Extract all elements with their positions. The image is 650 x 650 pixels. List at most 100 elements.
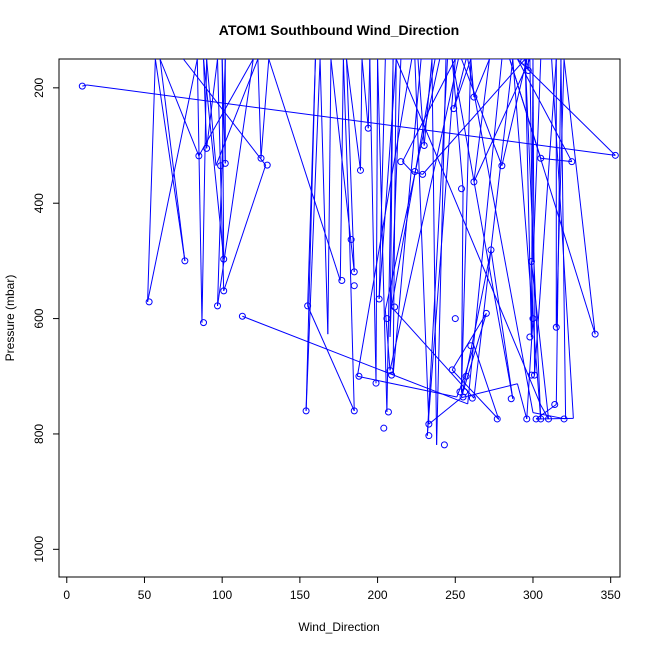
series-segment <box>422 59 526 175</box>
data-point <box>238 312 246 320</box>
data-point <box>350 407 358 415</box>
data-point <box>203 144 211 152</box>
y-tick-label: 800 <box>32 424 46 444</box>
series-segment <box>384 59 441 311</box>
data-point <box>467 342 475 350</box>
data-point <box>411 167 419 175</box>
series-segment <box>154 59 186 261</box>
data-point <box>425 420 433 428</box>
y-axis-label: Pressure (mbar) <box>3 275 17 362</box>
data-point <box>537 415 545 423</box>
series-segment <box>389 59 402 338</box>
data-point <box>448 366 456 374</box>
series-segment <box>509 59 596 335</box>
data-point <box>482 309 490 317</box>
x-tick-label: 200 <box>368 588 388 602</box>
data-point <box>524 67 532 75</box>
data-point <box>551 401 559 409</box>
series-segment <box>349 239 355 411</box>
data-point <box>527 257 535 265</box>
x-tick-label: 50 <box>138 588 152 602</box>
x-tick-label: 150 <box>290 588 310 602</box>
series-segment <box>378 59 397 299</box>
series-segment <box>377 59 388 413</box>
series-segment <box>82 84 88 87</box>
series-segment <box>242 315 468 405</box>
series-segment <box>517 59 616 156</box>
series-segment <box>345 59 361 171</box>
data-point <box>181 257 189 265</box>
series-segment <box>461 313 487 398</box>
data-point <box>420 142 428 150</box>
series-segment <box>530 261 550 420</box>
series-segment <box>356 59 413 377</box>
series-segment <box>327 59 332 335</box>
series-segment <box>451 59 514 399</box>
data-point <box>78 82 86 90</box>
data-point <box>220 287 228 295</box>
series-segment <box>431 59 438 445</box>
series-segment <box>532 59 536 376</box>
data-point <box>545 415 553 423</box>
data-point <box>451 315 459 323</box>
data-point <box>440 441 448 449</box>
data-point <box>347 236 355 244</box>
data-point <box>372 379 380 387</box>
data-point <box>507 395 515 403</box>
data-point <box>338 277 346 285</box>
y-tick-label: 600 <box>32 308 46 328</box>
data-point <box>356 166 364 174</box>
series-segment <box>389 59 459 371</box>
series-segment <box>147 59 198 302</box>
series-segment <box>342 59 351 240</box>
series-segment <box>423 59 433 146</box>
data-point <box>532 415 540 423</box>
series-segment <box>260 59 270 159</box>
series-segment <box>464 345 475 377</box>
y-tick-label: 200 <box>32 78 46 98</box>
data-point <box>487 246 495 254</box>
series-segment <box>392 59 397 376</box>
series-segment <box>395 59 542 406</box>
series-segment <box>551 59 574 419</box>
y-axis: 200 400 600 800 1000 <box>32 78 60 563</box>
series-segment <box>182 59 267 166</box>
series-segment <box>361 59 369 129</box>
series-segment <box>402 161 413 172</box>
series-segment <box>201 59 208 323</box>
series-segment <box>369 59 377 384</box>
series-segment <box>473 345 500 420</box>
data-point <box>350 268 358 276</box>
series-segment <box>203 59 225 260</box>
series-segment <box>414 59 430 425</box>
data-point <box>200 319 208 327</box>
series-segment <box>196 59 203 323</box>
x-axis-label: Wind_Direction <box>298 620 379 634</box>
series-segment <box>345 59 355 272</box>
data-point <box>493 415 501 423</box>
series-segment <box>147 59 156 302</box>
data-point <box>220 255 228 263</box>
data-point <box>456 388 464 396</box>
series-segment <box>307 59 316 306</box>
series-segment <box>428 397 462 425</box>
data-point <box>459 393 467 401</box>
data-point <box>388 371 396 379</box>
series-segment <box>456 376 466 398</box>
data-point <box>520 59 528 65</box>
series-segment <box>451 369 500 420</box>
series-segment <box>203 59 208 149</box>
series-segment <box>516 383 528 420</box>
series-segment <box>357 375 457 398</box>
data-point <box>380 424 388 432</box>
series-segment <box>206 59 219 149</box>
data-layer <box>78 59 619 449</box>
data-point <box>375 295 383 303</box>
x-tick-label: 0 <box>63 588 70 602</box>
data-point <box>568 158 576 166</box>
series-segment <box>391 306 475 399</box>
series-segment <box>501 59 528 166</box>
series-group <box>78 59 619 449</box>
x-tick-label: 250 <box>445 588 465 602</box>
series-segment <box>159 59 186 261</box>
